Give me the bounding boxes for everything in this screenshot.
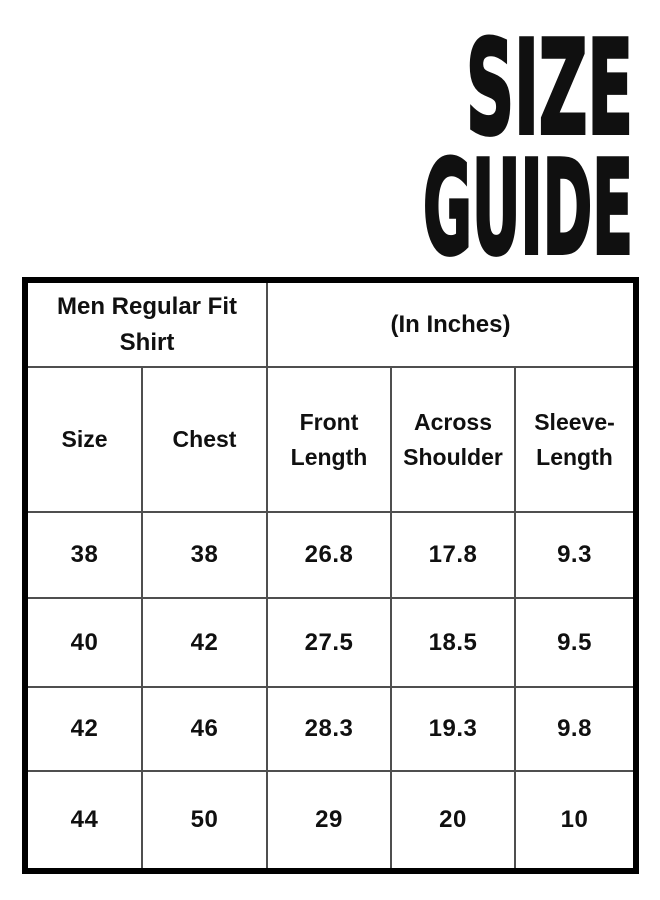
title-line-guide: GUIDE	[423, 132, 633, 270]
table-cell-r4-sleeve-length: 10	[560, 806, 589, 833]
column-header-front-length: Front Length	[268, 368, 392, 513]
group-header-units: (In Inches)	[268, 283, 633, 368]
group-header-units-label: (In Inches)	[390, 310, 511, 338]
table-cell-r1-size: 38	[28, 513, 143, 599]
table-cell-r3-across-shoulder: 19.3	[392, 688, 516, 772]
column-header-sleeve-length: Sleeve-Length	[516, 368, 633, 513]
table-cell-r2-across-shoulder: 18.5	[392, 599, 516, 688]
column-header-chest: Chest	[143, 368, 268, 513]
table-cell-r2-chest: 42	[143, 599, 268, 688]
column-header-size: Size	[28, 368, 143, 513]
column-header-across-shoulder: Across Shoulder	[392, 368, 516, 513]
group-header-product: Men Regular Fit Shirt	[28, 283, 268, 368]
title-line-size: SIZE	[466, 12, 633, 164]
table-cell-r2-size: 40	[28, 599, 143, 688]
table-cell-r4-front-length: 29	[268, 772, 392, 868]
table-cell-r1-chest: 38	[143, 513, 268, 599]
table-cell-r3-size: 42	[28, 688, 143, 772]
table-cell-r3-front-length: 28.3	[268, 688, 392, 772]
table-cell-r4-chest: 50	[143, 772, 268, 868]
size-table: Men Regular Fit Shirt (In Inches) Size C…	[22, 277, 639, 874]
table-cell-r3-sleeve-length: 9.8	[516, 688, 633, 772]
size-guide-title: SIZE GUIDE	[421, 10, 635, 270]
table-cell-r3-chest: 46	[143, 688, 268, 772]
table-cell-r1-across-shoulder: 17.8	[392, 513, 516, 599]
table-cell-r4-size: 44	[28, 772, 143, 868]
table-cell-r1-sleeve-length: 9.3	[516, 513, 633, 599]
table-cell-r2-front-length: 27.5	[268, 599, 392, 688]
table-cell-r4-across-shoulder: 20	[392, 772, 516, 868]
table-cell-r1-front-length: 26.8	[268, 513, 392, 599]
table-cell-r2-sleeve-length: 9.5	[516, 599, 633, 688]
group-header-product-label: Men Regular Fit Shirt	[56, 292, 237, 356]
